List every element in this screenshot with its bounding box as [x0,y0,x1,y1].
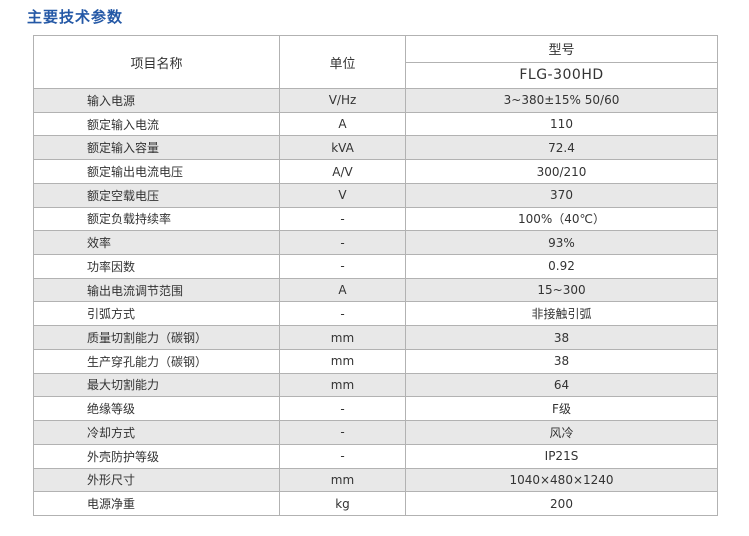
cell-value: IP21S [405,443,718,469]
cell-unit: A/V [279,159,406,184]
cell-item: 最大切割能力 [33,372,280,398]
table-row: 绝缘等级 - F级 [33,396,718,422]
cell-unit: A [279,111,406,137]
cell-unit: - [279,254,406,279]
cell-value: 72.4 [405,135,718,161]
cell-item: 输出电流调节范围 [33,277,280,303]
cell-value: 300/210 [405,159,718,184]
cell-unit: - [279,396,406,422]
cell-unit: mm [279,372,406,398]
cell-item: 绝缘等级 [33,396,280,422]
cell-item: 额定负载持续率 [33,206,280,232]
cell-unit: mm [279,348,406,374]
table-row: 冷却方式 - 风冷 [33,420,718,445]
cell-item: 功率因数 [33,254,280,279]
cell-value: 370 [405,182,718,208]
table-row: 效率 -93% [33,230,718,256]
table-row: 电源净重 kg 200 [33,491,718,516]
cell-unit: mm [279,325,406,350]
cell-item: 额定输出电流电压 [33,159,280,184]
cell-unit: - [279,301,406,327]
cell-unit: - [279,230,406,256]
table-row: 输出电流调节范围 A 15~300 [33,277,718,303]
cell-unit: - [279,443,406,469]
table-row: 质量切割能力（碳钢） mm 38 [33,325,718,350]
cell-value: 1040×480×1240 [405,467,718,493]
header-row-1: 项目名称 单位 型号 [33,35,718,89]
cell-item: 额定空载电压 [33,182,280,208]
cell-unit: mm [279,467,406,493]
cell-value: 110 [405,111,718,137]
cell-value: 0.92 [405,254,718,279]
cell-value: 64 [405,372,718,398]
cell-unit: V/Hz [279,88,406,113]
cell-unit: kVA [279,135,406,161]
cell-item: 生产穿孔能力（碳钢） [33,348,280,374]
cell-item: 电源净重 [33,491,280,516]
header-row-2: FLG-300HD [34,61,718,89]
cell-unit: V [279,182,406,208]
cell-value: 3~380±15% 50/60 [405,88,718,113]
table-row: 引弧方式 - 非接触引弧 [33,301,718,327]
spec-table-body: 输入电源 V/Hz 3~380±15% 50/60 额定输入电流 A 110 额定输入容量 k… [33,88,718,516]
table-row: 额定输出电流电压 A/V 300/210 [33,159,718,184]
cell-item: 外形尺寸 [33,467,280,493]
header-model-group: 型号 [405,35,718,63]
cell-value: 200 [405,491,718,516]
cell-value: 38 [405,325,718,350]
page-title: 主要技术参数 [27,8,124,26]
cell-value: 15~300 [405,277,718,303]
header-model-name: FLG-300HD [405,61,718,89]
table-row: 额定负载持续率 -100%（40℃） [33,206,718,232]
spec-table: 项目名称 单位 型号 FLG-300HD 输入电源 V/Hz 3~380±15% 5… [33,35,718,516]
cell-item: 冷却方式 [33,420,280,445]
cell-item: 输入电源 [33,88,280,113]
table-row: 最大切割能力 mm 64 [33,372,718,398]
cell-unit: - [279,420,406,445]
table-row: 额定空载电压 V 370 [33,182,718,208]
cell-item: 额定输入电流 [33,111,280,137]
cell-value: 非接触引弧 [405,301,718,327]
table-row: 生产穿孔能力（碳钢） mm 38 [33,348,718,374]
cell-value: 38 [405,348,718,374]
table-row: 额定输入电流 A 110 [33,111,718,137]
cell-unit: A [279,277,406,303]
cell-item: 质量切割能力（碳钢） [33,325,280,350]
spec-table-header: 项目名称 单位 型号 FLG-300HD [33,35,718,89]
table-row: 输入电源 V/Hz 3~380±15% 50/60 [33,88,718,113]
header-unit: 单位 [279,35,406,89]
cell-value: 100%（40℃） [405,206,718,232]
cell-unit: - [279,206,406,232]
cell-item: 额定输入容量 [33,135,280,161]
table-row: 额定输入容量 kVA 72.4 [33,135,718,161]
table-row: 外壳防护等级 - IP21S [33,443,718,469]
cell-item: 外壳防护等级 [33,443,280,469]
table-row: 功率因数 -0.92 [33,254,718,279]
cell-unit: kg [279,491,406,516]
cell-value: 风冷 [405,420,718,445]
cell-value: F级 [405,396,718,422]
cell-item: 引弧方式 [33,301,280,327]
cell-value: 93% [405,230,718,256]
table-row: 外形尺寸 mm 1040×480×1240 [33,467,718,493]
header-item-name: 项目名称 [33,35,280,89]
cell-item: 效率 [33,230,280,256]
